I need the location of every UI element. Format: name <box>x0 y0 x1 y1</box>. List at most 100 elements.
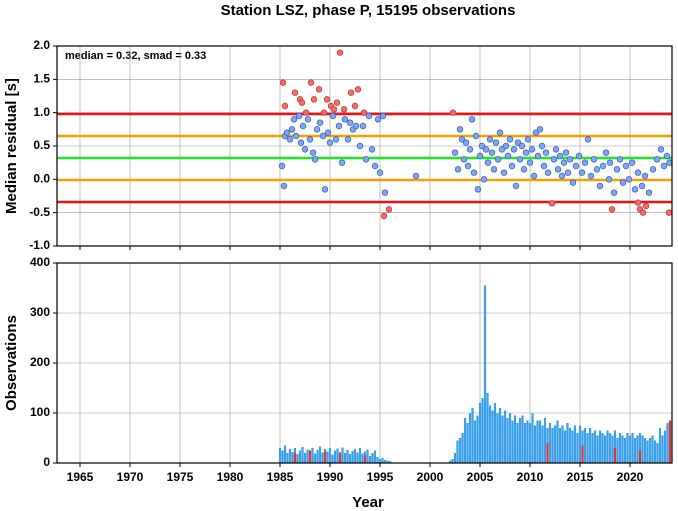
bar <box>336 448 339 463</box>
point <box>292 132 300 140</box>
point <box>472 132 480 140</box>
point <box>665 209 673 216</box>
point <box>556 152 564 160</box>
point <box>371 162 379 170</box>
point <box>330 106 338 113</box>
bar <box>621 435 624 463</box>
point <box>610 189 618 196</box>
point <box>522 149 530 156</box>
point <box>462 139 470 146</box>
point <box>356 142 364 150</box>
bar <box>611 435 614 463</box>
bar <box>473 420 477 463</box>
bar <box>521 415 524 463</box>
point <box>587 172 595 180</box>
bar <box>333 450 337 463</box>
point <box>641 172 649 180</box>
point <box>516 156 524 163</box>
point <box>606 159 614 166</box>
bar <box>471 408 474 463</box>
bar <box>451 459 454 463</box>
bar <box>601 433 604 463</box>
point <box>351 102 359 110</box>
point <box>470 169 478 176</box>
bar <box>556 420 559 463</box>
plot-frame <box>56 262 673 464</box>
bar <box>321 452 324 463</box>
point <box>569 179 577 186</box>
point <box>578 169 586 176</box>
point <box>638 182 646 190</box>
chart-title: Station LSZ, phase P, 15195 observations <box>221 2 516 19</box>
bar <box>351 451 354 463</box>
bar <box>458 438 462 463</box>
bar <box>468 413 472 463</box>
point <box>593 166 601 173</box>
bar <box>523 423 527 463</box>
bar <box>353 449 357 463</box>
point <box>512 182 520 190</box>
bar <box>386 460 389 463</box>
bar <box>331 454 334 463</box>
point <box>362 156 370 163</box>
bar <box>596 435 599 463</box>
bar <box>623 438 627 463</box>
bar <box>303 453 307 463</box>
point <box>552 146 560 153</box>
bar <box>286 453 289 463</box>
bar <box>591 433 594 463</box>
point <box>634 199 642 206</box>
bar <box>558 428 562 463</box>
point <box>299 122 307 130</box>
bar <box>483 285 487 463</box>
plot-frame <box>56 45 673 247</box>
point <box>352 122 360 130</box>
point <box>286 136 294 143</box>
bar <box>571 430 574 463</box>
y-tick-label: 200 <box>30 355 50 369</box>
point <box>538 142 546 150</box>
bar <box>666 423 669 463</box>
point <box>628 159 636 166</box>
y-axis-label: Observations <box>3 315 20 411</box>
bar <box>598 430 602 463</box>
point <box>596 182 604 190</box>
bar <box>511 420 514 463</box>
bar <box>486 393 489 463</box>
x-tick-label: 2010 <box>517 470 544 484</box>
point <box>307 79 315 86</box>
bar <box>576 433 579 463</box>
point <box>660 162 668 170</box>
point <box>488 149 496 156</box>
point <box>344 136 352 143</box>
point <box>374 116 382 123</box>
bar <box>466 423 469 463</box>
bar <box>348 454 352 463</box>
point <box>642 202 650 210</box>
x-tick-label: 2000 <box>417 470 444 484</box>
point <box>306 136 314 143</box>
point <box>338 159 346 166</box>
bar <box>488 405 492 463</box>
x-tick-label: 1975 <box>167 470 194 484</box>
bar <box>378 459 382 463</box>
bar <box>543 418 547 463</box>
bar <box>283 445 287 463</box>
y-tick-label: -0.5 <box>29 205 50 219</box>
point <box>554 166 562 173</box>
y-tick-label: 0 <box>43 455 50 469</box>
bar <box>343 453 347 463</box>
y-tick-label: 300 <box>30 305 50 319</box>
point <box>460 156 468 163</box>
bar <box>313 453 317 463</box>
bar <box>453 453 457 463</box>
bar <box>638 433 642 463</box>
point <box>323 96 331 103</box>
point <box>486 136 494 143</box>
point <box>412 172 420 180</box>
point <box>564 169 572 176</box>
bar <box>491 410 494 463</box>
point <box>329 112 337 120</box>
point <box>518 142 526 150</box>
point <box>385 206 393 213</box>
